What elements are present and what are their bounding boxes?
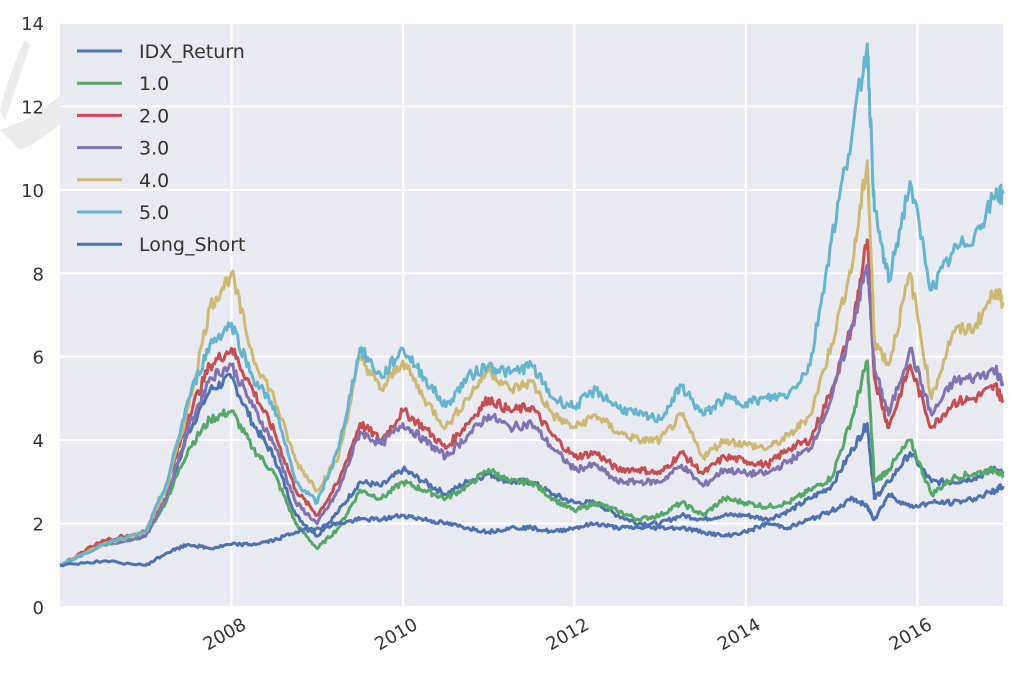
y-tick-label: 10 [21, 181, 44, 202]
series-line-4.0 [59, 159, 1005, 567]
x-tick-label: 2012 [543, 614, 593, 655]
legend-label: 5.0 [139, 202, 169, 224]
x-axis: 2008 2010 2012 2014 2016 [200, 614, 936, 655]
x-tick-label: 2016 [886, 614, 936, 655]
y-tick-label: 6 [33, 348, 44, 369]
legend-label: IDX_Return [139, 41, 245, 63]
series-line-1.0 [59, 359, 1005, 567]
legend-label: 1.0 [139, 73, 169, 95]
series-line-Long_Short [59, 483, 1005, 568]
y-tick-label: 14 [21, 14, 44, 35]
series-lines [59, 42, 1005, 568]
x-tick-label: 2014 [714, 614, 764, 655]
y-tick-label: 12 [21, 97, 44, 118]
watermark-shape [0, 40, 30, 120]
series-line-5.0 [59, 42, 1005, 567]
plot-area [60, 23, 1003, 607]
legend: IDX_Return 1.0 2.0 3.0 4.0 5.0 Long_Short [77, 41, 245, 256]
series-line-IDX_Return [59, 372, 1005, 567]
legend-label: 2.0 [139, 105, 169, 127]
legend-label: 4.0 [139, 170, 169, 192]
y-tick-label: 8 [33, 264, 44, 285]
y-axis: 0 2 4 6 8 10 12 14 [21, 14, 44, 619]
x-tick-label: 2008 [200, 614, 250, 655]
y-tick-label: 2 [33, 515, 44, 536]
series-line-3.0 [59, 263, 1005, 567]
x-tick-label: 2010 [371, 614, 421, 655]
y-tick-label: 4 [33, 431, 44, 452]
legend-label: Long_Short [139, 234, 245, 256]
legend-label: 3.0 [139, 138, 169, 160]
y-tick-label: 0 [33, 598, 44, 619]
